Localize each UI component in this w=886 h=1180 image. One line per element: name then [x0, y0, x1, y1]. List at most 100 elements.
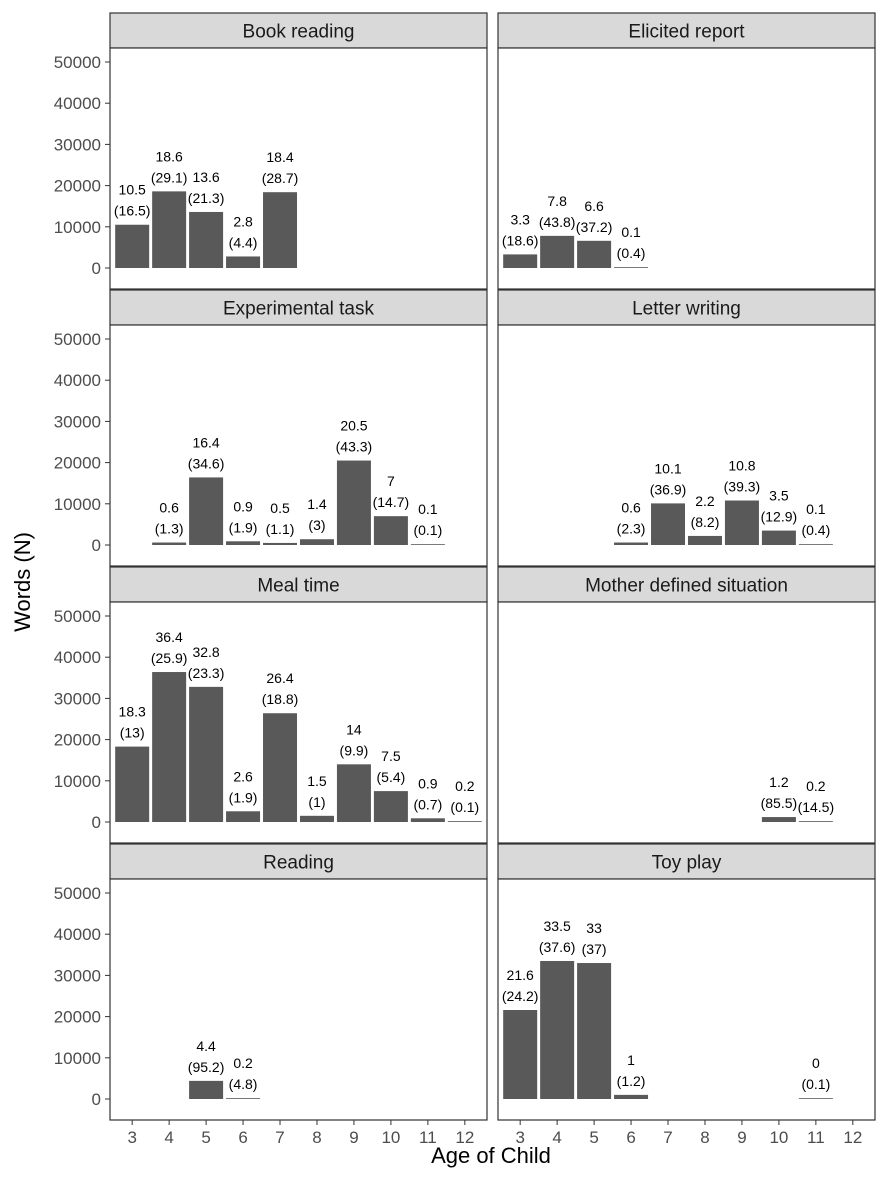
bar-label-percent: (4.8)	[229, 1076, 258, 1092]
bar	[798, 544, 833, 545]
bar	[761, 530, 796, 545]
y-tick-label: 40000	[54, 648, 101, 667]
panel-title: Mother defined situation	[585, 576, 788, 597]
bar-label-value: 33	[586, 920, 602, 936]
y-tick-label: 30000	[54, 966, 101, 985]
panel-title: Experimental task	[223, 299, 375, 320]
bar-label-value: 7.8	[547, 193, 567, 209]
bar	[189, 686, 224, 822]
y-tick-label: 10000	[54, 495, 101, 514]
bar-label-percent: (39.3)	[724, 479, 761, 495]
bar-label-value: 4.4	[196, 1038, 216, 1054]
y-tick-label: 10000	[54, 218, 101, 237]
x-tick-label: 9	[737, 1128, 746, 1147]
bar-label-percent: (43.3)	[336, 439, 373, 455]
panel-strip	[109, 566, 488, 603]
bar-label-percent: (0.1)	[413, 522, 442, 538]
bar-label-value: 1.5	[307, 773, 327, 789]
bar	[226, 1098, 261, 1099]
bar	[299, 539, 334, 545]
bar-label-value: 18.6	[156, 148, 183, 164]
bar-label-value: 1.4	[307, 496, 327, 512]
bar-label-value: 0.6	[159, 500, 179, 516]
bar-label-percent: (5.4)	[377, 769, 406, 785]
bar-label-percent: (37.6)	[539, 939, 576, 955]
y-tick-label: 50000	[54, 607, 101, 626]
x-tick-label: 6	[626, 1128, 635, 1147]
panel-title: Elicited report	[628, 22, 745, 43]
panel-title: Book reading	[243, 22, 355, 43]
y-tick-label: 0	[92, 813, 101, 832]
bar-label-value: 14	[346, 721, 362, 737]
bar-label-value: 0.9	[418, 775, 438, 791]
panel-title: Reading	[263, 853, 334, 874]
panel-strip	[497, 289, 876, 326]
bar	[503, 254, 538, 268]
y-axis-title: Words (N)	[10, 532, 35, 632]
bar-label-percent: (24.2)	[502, 988, 539, 1004]
bar-label-value: 10.5	[119, 182, 146, 198]
bar	[614, 1094, 649, 1099]
bar	[410, 544, 445, 545]
x-tick-label: 4	[164, 1128, 173, 1147]
bar	[687, 535, 722, 545]
bar	[189, 1080, 224, 1099]
y-tick-label: 0	[92, 259, 101, 278]
bar-label-percent: (9.9)	[340, 742, 369, 758]
bar-label-value: 10.8	[728, 458, 755, 474]
x-tick-label: 5	[201, 1128, 210, 1147]
bar-label-value: 2.8	[233, 213, 253, 229]
panel-frame	[109, 878, 488, 1121]
bar-label-value: 18.3	[119, 704, 146, 720]
bar-label-percent: (0.1)	[450, 799, 479, 815]
bar	[761, 817, 796, 822]
bar-label-percent: (0.1)	[801, 1076, 830, 1092]
bar-label-value: 10.1	[654, 460, 681, 476]
y-tick-label: 0	[92, 1090, 101, 1109]
bar-label-percent: (1.3)	[155, 521, 184, 537]
bar-label-value: 0.2	[455, 778, 475, 794]
x-tick-label: 12	[455, 1128, 474, 1147]
y-tick-label: 10000	[54, 772, 101, 791]
y-tick-label: 20000	[54, 1008, 101, 1027]
bar	[614, 542, 649, 545]
bar-label-percent: (23.3)	[188, 665, 225, 681]
x-tick-label: 3	[515, 1128, 524, 1147]
panel-6: Reading 0 10000 20000 30000 40000 50000 3 4 5 6 7 8 9…	[54, 843, 488, 1147]
bar	[373, 516, 408, 545]
panel-strip	[497, 566, 876, 603]
bar	[226, 541, 261, 545]
bar-label-value: 0.9	[233, 498, 253, 514]
y-tick-label: 50000	[54, 53, 101, 72]
y-tick-label: 50000	[54, 330, 101, 349]
bar	[115, 746, 150, 822]
bar-label-value: 33.5	[544, 918, 571, 934]
bar-label-percent: (18.8)	[262, 691, 299, 707]
y-tick-label: 50000	[54, 884, 101, 903]
bar-label-value: 2.2	[695, 493, 715, 509]
panel-frame	[497, 601, 876, 844]
bar	[226, 811, 261, 822]
bar-label-percent: (14.7)	[373, 494, 410, 510]
x-tick-label: 8	[312, 1128, 321, 1147]
bar-label-value: 2.6	[233, 768, 253, 784]
bar-label-percent: (95.2)	[188, 1059, 225, 1075]
bar-label-value: 0.2	[806, 778, 826, 794]
x-tick-label: 10	[381, 1128, 400, 1147]
x-tick-label: 3	[127, 1128, 136, 1147]
bar	[447, 821, 482, 822]
y-tick-label: 10000	[54, 1049, 101, 1068]
panel-title: Meal time	[257, 576, 339, 597]
bar	[299, 815, 334, 822]
y-tick-label: 40000	[54, 925, 101, 944]
bar	[336, 460, 371, 545]
y-tick-label: 20000	[54, 731, 101, 750]
y-tick-label: 40000	[54, 94, 101, 113]
bar-label-value: 3.3	[510, 211, 530, 227]
x-tick-label: 10	[769, 1128, 788, 1147]
x-tick-label: 7	[663, 1128, 672, 1147]
bar	[373, 791, 408, 822]
bar	[540, 235, 575, 268]
